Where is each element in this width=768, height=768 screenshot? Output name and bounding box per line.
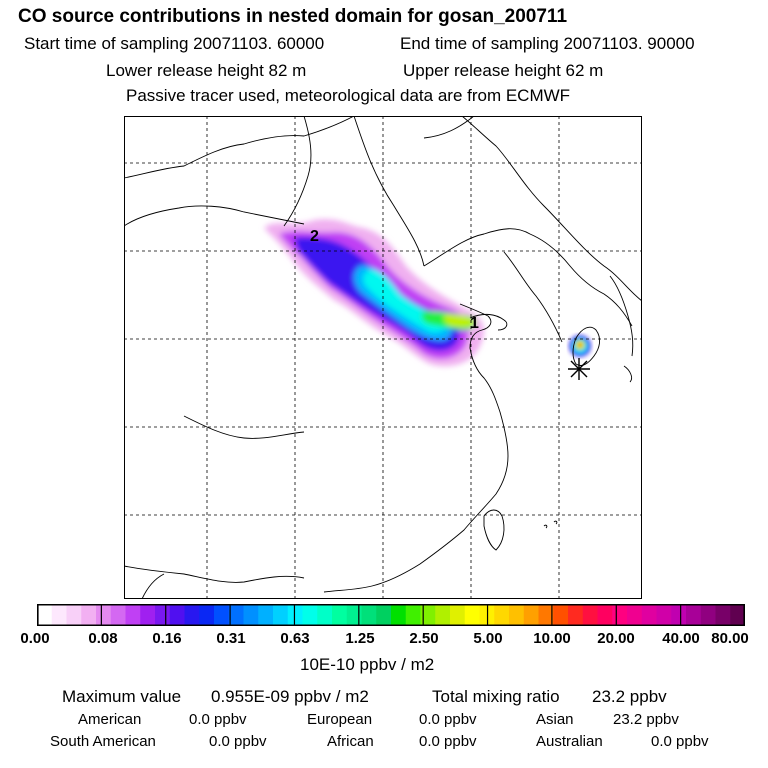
region-value: 0.0 ppbv (419, 733, 477, 750)
region-name: South American (50, 733, 156, 750)
colorbar-swatch (140, 604, 156, 626)
colorbar-swatch (435, 604, 451, 626)
region-name: European (307, 711, 373, 728)
colorbar-swatch (184, 604, 200, 626)
colorbar-swatch (627, 604, 643, 626)
region-name: Australian (536, 733, 603, 750)
colorbar-swatch (361, 604, 377, 626)
colorbar-tick-label: 0.16 (152, 630, 182, 647)
colorbar-units: 10E-10 ppbv / m2 (300, 655, 435, 674)
colorbar-swatch (332, 604, 348, 626)
region-value: 0.0 ppbv (209, 733, 267, 750)
contour-label-2: 2 (310, 228, 319, 245)
colorbar-swatch (376, 604, 392, 626)
colorbar-swatch (464, 604, 481, 626)
asterisk-icon (568, 358, 590, 380)
colorbar-swatch (582, 604, 599, 626)
contour-label-1: 1 (470, 315, 479, 332)
colorbar-tick-label: 10.00 (533, 630, 571, 647)
colorbar-swatch (612, 604, 628, 626)
colorbar-swatch (110, 604, 127, 626)
colorbar-swatch (671, 604, 687, 626)
colorbar-swatch (199, 604, 215, 626)
region-name: Asian (536, 711, 574, 728)
total-mixing-value: 23.2 ppbv (592, 687, 667, 706)
colorbar-swatch (96, 604, 112, 626)
max-value: 0.955E-09 ppbv / m2 (211, 687, 369, 706)
plot-title: CO source contributions in nested domain… (18, 6, 568, 27)
colorbar-swatch (258, 604, 274, 626)
colorbar-tick-label: 5.00 (473, 630, 503, 647)
map-panel: 2 1 (124, 116, 642, 599)
colorbar-swatch (391, 604, 407, 626)
concentration-plume (264, 219, 591, 367)
colorbar-swatch (214, 604, 230, 626)
colorbar-tick-label: 0.00 (20, 630, 50, 647)
colorbar-tick-label: 20.00 (597, 630, 635, 647)
colorbar-swatch (700, 604, 717, 626)
colorbar-swatch (287, 604, 304, 626)
colorbar-swatch (405, 604, 422, 626)
start-time: Start time of sampling 20071103. 60000 (24, 34, 325, 53)
colorbar-swatch (597, 604, 613, 626)
colorbar (37, 604, 745, 626)
lower-release-height: Lower release height 82 m (106, 61, 307, 80)
total-mixing-label: Total mixing ratio (432, 687, 560, 706)
colorbar-tick-label: 40.00 (662, 630, 700, 647)
colorbar-swatch (37, 604, 53, 626)
tracer-info: Passive tracer used, meteorological data… (126, 86, 571, 105)
colorbar-swatch (125, 604, 141, 626)
colorbar-swatch (155, 604, 171, 626)
colorbar-swatch (568, 604, 584, 626)
colorbar-swatch (66, 604, 82, 626)
colorbar-swatch (494, 604, 510, 626)
colorbar-swatch (715, 604, 731, 626)
colorbar-frame (37, 604, 745, 626)
colorbar-swatch (243, 604, 259, 626)
max-value-label: Maximum value (62, 687, 182, 706)
colorbar-swatch (228, 604, 245, 626)
colorbar-swatch (553, 604, 569, 626)
colorbar-swatch (538, 604, 554, 626)
colorbar-swatch (317, 604, 333, 626)
colorbar-swatch (81, 604, 97, 626)
region-value: 0.0 ppbv (419, 711, 477, 728)
colorbar-swatch (730, 604, 745, 626)
colorbar-swatch (302, 604, 318, 626)
colorbar-swatch (346, 604, 363, 626)
region-name: African (327, 733, 374, 750)
lat-lon-grid (124, 116, 642, 599)
end-time: End time of sampling 20071103. 90000 (400, 34, 695, 53)
colorbar-swatch (656, 604, 672, 626)
region-value: 23.2 ppbv (613, 711, 679, 728)
region-value: 0.0 ppbv (189, 711, 247, 728)
colorbar-tick-label: 80.00 (711, 630, 749, 647)
colorbar-tick-label: 2.50 (409, 630, 439, 647)
colorbar-swatch (641, 604, 658, 626)
colorbar-tick-label: 0.31 (216, 630, 246, 647)
colorbar-tick-label: 1.25 (345, 630, 375, 647)
colorbar-swatch (169, 604, 186, 626)
colorbar-swatch (686, 604, 702, 626)
colorbar-swatch (523, 604, 540, 626)
region-name: American (78, 711, 142, 728)
colorbar-swatch (509, 604, 525, 626)
colorbar-tick-label: 0.08 (88, 630, 118, 647)
coastlines (124, 116, 642, 599)
region-value: 0.0 ppbv (651, 733, 709, 750)
colorbar-swatch (420, 604, 436, 626)
colorbar-swatch (51, 604, 68, 626)
upper-release-height: Upper release height 62 m (403, 61, 604, 80)
colorbar-swatch (273, 604, 289, 626)
colorbar-swatch (450, 604, 466, 626)
colorbar-tick-label: 0.63 (280, 630, 310, 647)
